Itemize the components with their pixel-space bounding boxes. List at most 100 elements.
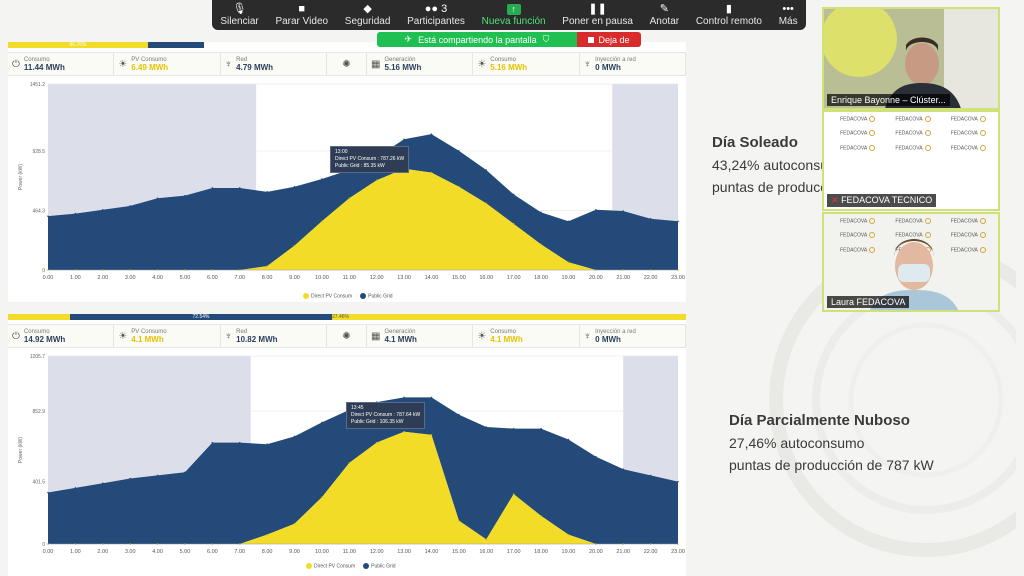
data-point-public-grid — [74, 212, 77, 215]
data-point-public-grid — [458, 150, 460, 152]
x-tick-label: 4.00 — [152, 275, 163, 281]
sunny-day-summary: Día Soleado 43,24% autoconsumo puntas de… — [712, 134, 848, 195]
stop-video-button[interactable]: ■ Parar Video — [275, 3, 329, 27]
kpi-value: 4.1 MWh — [384, 334, 417, 344]
legend-item-grid[interactable]: Public Grid — [363, 563, 396, 569]
x-tick-label: 12.00 — [370, 549, 384, 555]
solar-panel-icon: ▦ — [370, 58, 381, 70]
sun-icon: ☀ — [477, 330, 487, 342]
logo-grid: FEDACOVA FEDACOVA FEDACOVA FEDACOVA FEDACOVA… — [830, 116, 996, 151]
series-area-public-grid — [48, 397, 678, 544]
data-point-public-grid — [649, 474, 652, 477]
microphone-icon: 🎙 — [232, 3, 247, 15]
data-point-direct-pv — [321, 220, 323, 223]
kpi-item: ▦ Generación 5.16 MWh — [367, 53, 474, 75]
data-point-public-grid — [156, 197, 159, 200]
cloudy-day-summary: Día Parcialmente Nuboso 27,46% autoconsu… — [729, 412, 934, 473]
kpi-value: 11.44 MWh — [23, 62, 65, 72]
kpi-item: ♆ Red 10.82 MWh — [221, 325, 327, 347]
x-tick-label: 2.00 — [97, 549, 108, 555]
data-point-public-grid — [238, 441, 241, 444]
data-point-direct-pv — [375, 179, 378, 182]
grid-tower-icon: ♆ — [224, 58, 233, 70]
data-point-public-grid — [238, 187, 241, 189]
data-point-public-grid — [184, 194, 186, 197]
data-point-public-grid — [595, 455, 597, 458]
x-tick-label: 8.00 — [262, 549, 273, 555]
pause-share-button[interactable]: ❚❚ Poner en pausa — [562, 3, 633, 27]
legend-item-grid[interactable]: Public Grid — [360, 293, 393, 299]
remote-control-button[interactable]: ▮ Control remoto — [695, 3, 762, 27]
data-point-public-grid — [567, 438, 570, 441]
x-tick-label: 11.00 — [343, 549, 356, 555]
grid-tower-icon: ♆ — [583, 58, 592, 70]
x-tick-label: 21.00 — [616, 549, 630, 555]
chart-cloudy: 0 401.5 852.9 1205.7 Power (kW) 0.00 1.00 2.00 3… — [18, 354, 685, 555]
x-tick-label: 6.00 — [207, 275, 218, 281]
share-screen-icon: ↑ — [506, 4, 521, 15]
data-point-public-grid — [677, 220, 679, 223]
kpi-value: 4.1 MWh — [490, 334, 523, 344]
data-point-public-grid — [540, 211, 542, 214]
data-point-public-grid — [321, 178, 323, 180]
more-button[interactable]: ••• Más — [778, 3, 798, 27]
kpi-label: PV Consumo — [131, 56, 167, 63]
x-tick-label: 18.00 — [534, 275, 548, 281]
fedacova-logo: FEDACOVA — [830, 130, 885, 137]
share-screen-button[interactable]: ↑ Nueva función — [481, 4, 546, 27]
data-point-public-grid — [622, 468, 625, 470]
x-tick-label: 14.00 — [425, 275, 439, 281]
y-tick-label: 0 — [42, 542, 45, 548]
kpi-item: ▦ Generación 4.1 MWh — [367, 325, 474, 347]
data-point-direct-pv — [403, 430, 405, 433]
data-point-direct-pv — [348, 197, 351, 200]
kpi-item: ✺ — [327, 325, 367, 347]
security-button[interactable]: ◆ Seguridad — [344, 3, 391, 27]
data-point-direct-pv — [567, 533, 570, 536]
stop-share-button[interactable]: Deja de — [577, 32, 641, 47]
x-tick-label: 6.00 — [207, 549, 218, 555]
video-tile-fedacova-tecnico[interactable]: FEDACOVA FEDACOVA FEDACOVA FEDACOVA FEDACOVA… — [822, 110, 1000, 211]
data-point-public-grid — [512, 427, 515, 430]
kpi-item: ☀ PV Consumo 4.1 MWh — [114, 325, 221, 347]
kpi-value: 10.82 MWh — [236, 334, 278, 344]
y-tick-label: 0 — [42, 268, 45, 274]
x-tick-label: 7.00 — [234, 549, 245, 555]
sun-icon: ☀ — [118, 330, 128, 342]
data-point-direct-pv — [512, 493, 515, 495]
legend-item-pv[interactable]: Direct PV Consum — [303, 293, 352, 299]
data-point-public-grid — [430, 133, 433, 135]
x-tick-label: 7.00 — [234, 275, 245, 281]
x-tick-label: 13.00 — [397, 275, 411, 281]
y-axis-label: Power (kW) — [18, 437, 24, 463]
sun-icon: ☀ — [118, 58, 128, 70]
dashboard-sunny: 56.76% ⏻ Consumo 11.44 MWh ☀ PV Consumo 6.49 … — [8, 42, 686, 302]
data-point-direct-pv — [485, 202, 488, 205]
kpi-item: ♆ Inyección a red 0 MWh — [580, 53, 686, 75]
annotate-button[interactable]: ✎ Anotar — [649, 3, 680, 27]
fedacova-logo: FEDACOVA — [941, 246, 996, 253]
fedacova-logo: FEDACOVA — [941, 144, 996, 151]
self-consumption-progress: 72.54% 27.46% — [8, 314, 686, 320]
x-tick-label: 10.00 — [315, 275, 329, 281]
data-point-public-grid — [622, 210, 625, 212]
kpi-value: 5.16 MWh — [490, 62, 528, 72]
legend-item-pv[interactable]: Direct PV Consum — [306, 563, 355, 569]
mute-button[interactable]: 🎙 Silenciar — [220, 3, 259, 27]
kpi-value: 14.92 MWh — [23, 334, 66, 344]
fedacova-logo: FEDACOVA — [830, 246, 885, 253]
video-tile-laura[interactable]: FEDACOVA FEDACOVA FEDACOVA FEDACOVA FEDACOVA… — [822, 212, 1000, 312]
participants-button[interactable]: ●● 3 Participantes — [407, 3, 465, 27]
mic-muted-icon: ✕ — [831, 195, 839, 205]
x-tick-label: 2.00 — [97, 275, 108, 281]
video-tile-enrique[interactable]: Enrique Bayonne – Clúster... — [822, 7, 1000, 110]
x-tick-label: 17.00 — [507, 275, 521, 281]
x-tick-label: 12.00 — [370, 275, 384, 281]
data-point-public-grid — [266, 443, 268, 446]
kpi-label: Consumo — [23, 56, 50, 63]
kpi-row: ⏻ Consumo 11.44 MWh ☀ PV Consumo 6.49 MWh ♆ Red… — [8, 52, 686, 76]
data-point-public-grid — [567, 220, 570, 223]
data-point-public-grid — [485, 426, 488, 428]
x-tick-label: 14.00 — [425, 549, 439, 555]
